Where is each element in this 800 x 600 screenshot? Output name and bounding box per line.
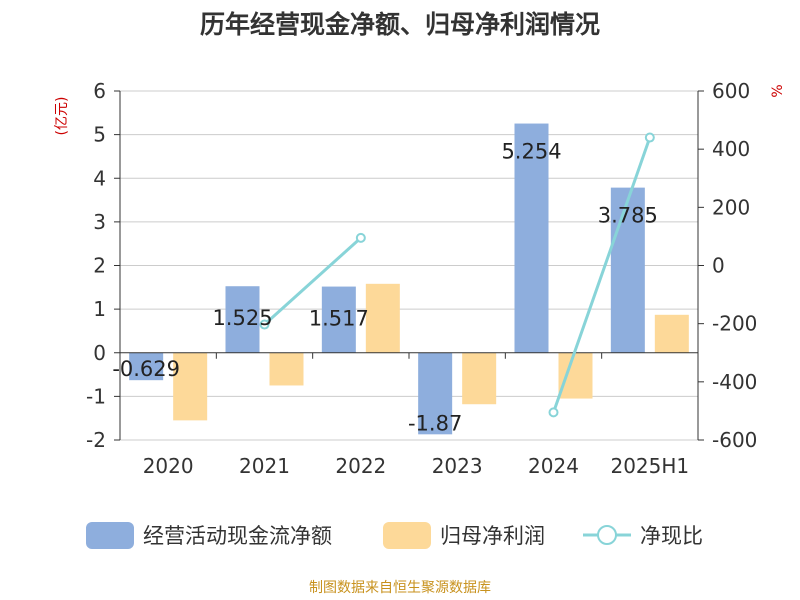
cashflow-bar [129, 352, 164, 381]
net-profit-bar [173, 352, 208, 421]
left-tick-label: 6 [93, 79, 106, 103]
net-profit-bar [558, 352, 593, 399]
right-tick-label: 600 [712, 79, 750, 103]
left-tick-label: 1 [93, 297, 106, 321]
cashflow-data-label: 1.525 [212, 306, 272, 330]
source-text: 制图数据来自恒生聚源数据库 [309, 580, 491, 596]
category-label: 2024 [528, 454, 579, 478]
ratio-line [552, 137, 652, 413]
left-axis-unit-label: (亿元) [54, 97, 70, 136]
left-tick-label: -2 [86, 428, 106, 452]
cashflow-data-label: -0.629 [112, 357, 180, 381]
left-tick-label: 5 [93, 123, 106, 147]
cashflow-data-label: -1.87 [408, 411, 462, 435]
legend: 经营活动现金流净额 归母净利润 净现比 [86, 522, 703, 549]
legend-label: 净现比 [640, 524, 703, 548]
left-tick-label: 2 [93, 254, 106, 278]
right-tick-label: 400 [712, 137, 750, 161]
category-label: 2023 [432, 454, 483, 478]
legend-label: 经营活动现金流净额 [143, 524, 332, 548]
left-tick-label: 0 [93, 341, 106, 365]
left-tick-label: 3 [93, 210, 106, 234]
right-tick-label: -200 [712, 312, 757, 336]
net-profit-bar [462, 352, 497, 405]
net-profit-bar [365, 283, 400, 353]
ratio-point [259, 319, 270, 330]
right-tick-label: -400 [712, 370, 757, 394]
right-tick-label: -600 [712, 428, 757, 452]
ratio-point [644, 132, 655, 143]
net-profit-bar [654, 314, 689, 353]
category-label: 2022 [335, 454, 386, 478]
cashflow-bar [225, 286, 260, 353]
right-tick-label: 200 [712, 195, 750, 219]
cashflow-bar [418, 352, 453, 435]
chart-title: 历年经营现金净额、归母净利润情况 [200, 10, 600, 39]
cashflow-data-label: 5.254 [501, 140, 561, 164]
legend-cashflow-swatch [86, 522, 134, 549]
category-label: 2021 [239, 454, 290, 478]
cashflow-bar [321, 286, 356, 353]
cashflow-data-label: 1.517 [309, 307, 369, 331]
right-axis-unit-label: % [770, 84, 786, 97]
legend-label: 归母净利润 [440, 524, 545, 548]
category-label: 2025H1 [610, 454, 689, 478]
left-tick-label: 4 [93, 166, 106, 190]
left-tick-label: -1 [86, 384, 106, 408]
ratio-point [355, 232, 366, 243]
category-label: 2020 [143, 454, 194, 478]
net-profit-bar [269, 352, 304, 386]
cashflow-bar [514, 123, 549, 353]
cashflow-data-label: 3.785 [598, 204, 658, 228]
ratio-line [263, 236, 362, 326]
right-tick-label: 0 [712, 254, 725, 278]
cashflow-bar [610, 187, 645, 353]
legend-net-profit-swatch [383, 522, 431, 549]
legend-ratio-marker [597, 525, 617, 545]
ratio-point [548, 407, 559, 418]
